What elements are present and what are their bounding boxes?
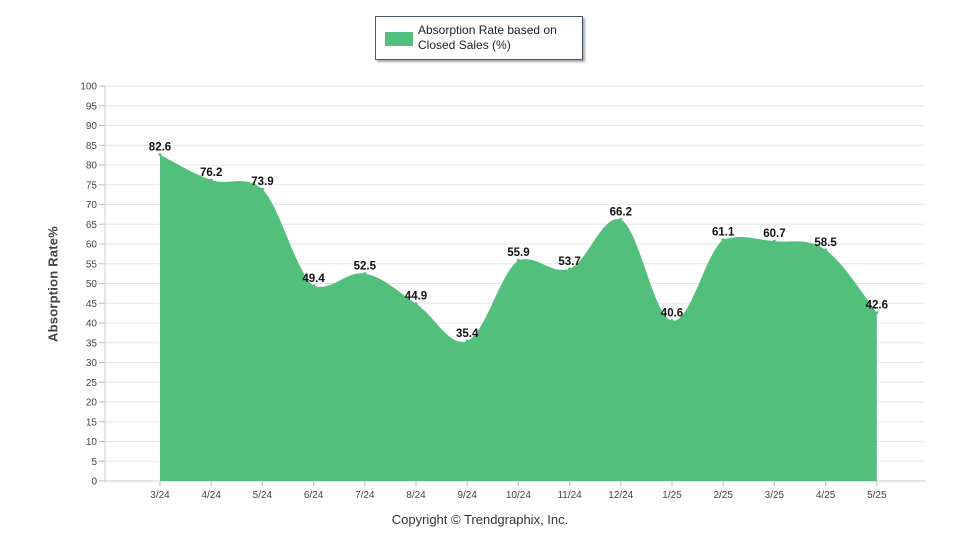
data-point xyxy=(260,187,264,191)
data-point xyxy=(772,239,776,243)
y-tick-label: 20 xyxy=(86,398,98,409)
y-tick-label: 5 xyxy=(91,457,97,468)
data-point xyxy=(414,302,418,306)
data-label: 42.6 xyxy=(866,300,888,312)
x-tick-label: 10/24 xyxy=(506,490,531,501)
data-point xyxy=(824,248,828,252)
data-point xyxy=(568,267,572,271)
legend-swatch xyxy=(385,32,413,46)
x-tick-label: 6/24 xyxy=(304,490,324,501)
data-label: 52.5 xyxy=(354,261,377,273)
data-point xyxy=(312,284,316,288)
data-point xyxy=(619,218,623,222)
data-label: 53.7 xyxy=(558,256,580,268)
y-tick-label: 50 xyxy=(86,279,98,290)
y-tick-label: 15 xyxy=(86,417,98,428)
y-tick-label: 25 xyxy=(86,378,98,389)
y-tick-label: 60 xyxy=(86,240,98,251)
y-tick-label: 95 xyxy=(86,101,98,112)
x-tick-label: 3/25 xyxy=(765,490,785,501)
data-labels: 82.6 76.2 73.9 49.4 52.5 44.9 35.4 55.9 53.7 66.2… xyxy=(149,142,888,340)
x-tick-label: 9/24 xyxy=(457,490,477,501)
data-point xyxy=(209,178,213,182)
x-tick-label: 2/25 xyxy=(713,490,733,501)
data-point xyxy=(721,238,725,242)
y-tick-label: 40 xyxy=(86,319,98,330)
data-point xyxy=(158,153,162,157)
y-tick-label: 30 xyxy=(86,358,98,369)
x-tick-label: 8/24 xyxy=(406,490,426,501)
x-tick-label: 12/24 xyxy=(608,490,633,501)
data-label: 73.9 xyxy=(251,176,273,188)
legend-label: Absorption Rate based on Closed Sales (%… xyxy=(418,23,557,52)
data-label: 49.4 xyxy=(302,273,325,285)
x-tick-label: 5/24 xyxy=(253,490,273,501)
legend: Absorption Rate based on Closed Sales (%… xyxy=(375,16,583,60)
area-fill xyxy=(160,154,877,482)
data-label: 58.5 xyxy=(814,237,837,249)
data-point xyxy=(465,339,469,343)
data-label: 35.4 xyxy=(456,328,479,340)
y-tick-label: 0 xyxy=(91,477,97,488)
x-tick-label: 4/25 xyxy=(816,490,836,501)
data-point xyxy=(670,319,674,323)
y-tick-label: 35 xyxy=(86,338,98,349)
data-label: 44.9 xyxy=(405,291,427,303)
y-tick-label: 55 xyxy=(86,259,98,270)
y-tick-label: 70 xyxy=(86,200,98,211)
data-label: 55.9 xyxy=(507,247,529,259)
y-tick-label: 75 xyxy=(86,180,98,191)
tick-labels: 0 5 10 15 20 25 30 35 40 45 50 55 60 65 70 75 80 85 90 95 10… xyxy=(80,82,887,502)
y-tick-label: 65 xyxy=(86,220,98,231)
x-tick-label: 7/24 xyxy=(355,490,375,501)
data-point xyxy=(875,311,879,315)
y-tick-label: 100 xyxy=(80,82,97,93)
y-tick-label: 85 xyxy=(86,141,98,152)
copyright-footer: Copyright © Trendgraphix, Inc. xyxy=(391,512,569,527)
y-tick-label: 45 xyxy=(86,299,98,310)
area-series xyxy=(158,153,879,482)
data-label: 82.6 xyxy=(149,142,171,154)
y-tick-label: 90 xyxy=(86,121,98,132)
x-tick-label: 11/24 xyxy=(557,490,582,501)
data-label: 40.6 xyxy=(661,308,683,320)
y-axis-label: Absorption Rate% xyxy=(45,226,61,342)
x-tick-label: 3/24 xyxy=(150,490,170,501)
y-tick-label: 80 xyxy=(86,161,98,172)
x-tick-label: 4/24 xyxy=(201,490,221,501)
data-label: 76.2 xyxy=(200,167,222,179)
data-point xyxy=(516,258,520,262)
x-tick-label: 1/25 xyxy=(662,490,682,501)
data-label: 66.2 xyxy=(610,207,632,219)
data-label: 60.7 xyxy=(763,228,785,240)
x-tick-label: 5/25 xyxy=(867,490,887,501)
data-label: 61.1 xyxy=(712,227,735,239)
data-point xyxy=(363,272,367,276)
y-tick-label: 10 xyxy=(86,437,98,448)
